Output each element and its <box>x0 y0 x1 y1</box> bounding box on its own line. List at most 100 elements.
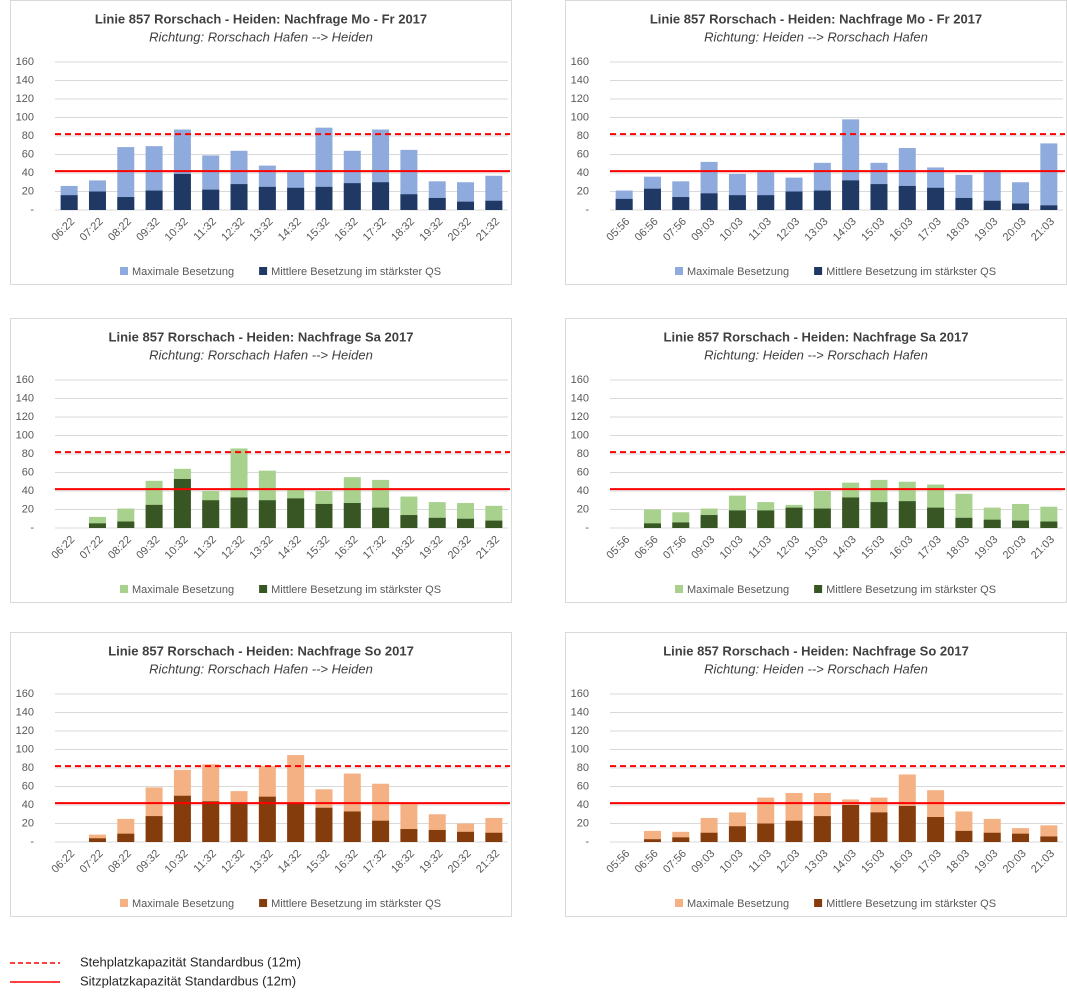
chart-title: Linie 857 Rorschach - Heiden: Nachfrage … <box>663 643 969 658</box>
x-tick-label: 06:56 <box>633 216 661 244</box>
chart-title: Linie 857 Rorschach - Heiden: Nachfrage … <box>109 329 414 344</box>
bar <box>258 500 276 528</box>
bar <box>145 504 163 528</box>
x-tick-label: 18:03 <box>944 216 972 244</box>
bar <box>870 812 888 842</box>
bar <box>258 796 276 842</box>
y-tick-label: 20 <box>22 503 34 515</box>
y-tick-label: 80 <box>22 762 34 774</box>
legend-label: Mittlere Besetzung im stärkster QS <box>826 584 996 596</box>
x-tick-label: 15:32 <box>304 216 332 244</box>
bar <box>485 200 503 210</box>
bar <box>315 503 333 528</box>
bar <box>983 200 1001 210</box>
bar <box>700 515 718 528</box>
x-tick-label: 13:03 <box>803 534 831 562</box>
chart: Linie 857 Rorschach - Heiden: Nachfrage … <box>10 0 512 285</box>
x-tick-label: 17:03 <box>916 534 944 562</box>
chart: Linie 857 Rorschach - Heiden: Nachfrage … <box>10 632 512 917</box>
bar <box>145 190 163 210</box>
x-tick-label: 21:03 <box>1029 216 1057 244</box>
y-tick-label: 160 <box>16 56 34 68</box>
bar <box>1012 203 1030 210</box>
x-tick-label: 15:03 <box>859 534 887 562</box>
y-tick-label: - <box>585 522 589 534</box>
x-tick-label: 17:03 <box>916 848 944 876</box>
bar <box>672 837 690 842</box>
bar <box>400 515 418 528</box>
x-tick-label: 05:56 <box>604 534 632 562</box>
legend-label: Mittlere Besetzung im stärkster QS <box>826 266 996 278</box>
bar <box>1040 521 1058 528</box>
x-tick-label: 15:32 <box>304 848 332 876</box>
y-tick-label: 20 <box>22 817 34 829</box>
chart-title: Linie 857 Rorschach - Heiden: Nachfrage … <box>650 11 982 26</box>
x-tick-label: 09:32 <box>134 216 162 244</box>
y-tick-label: 120 <box>16 725 34 737</box>
y-tick-label: - <box>585 836 589 848</box>
x-tick-label: 09:32 <box>134 534 162 562</box>
x-tick-label: 07:22 <box>78 848 106 876</box>
bar <box>343 811 361 842</box>
y-tick-label: 40 <box>22 485 34 497</box>
y-tick-label: 100 <box>16 111 34 123</box>
x-tick-label: 18:32 <box>389 848 417 876</box>
legend-swatch <box>259 267 268 275</box>
x-tick-label: 13:03 <box>803 216 831 244</box>
x-tick-label: 18:03 <box>944 848 972 876</box>
y-tick-label: 120 <box>571 93 589 105</box>
bar <box>927 817 945 842</box>
x-tick-label: 21:32 <box>474 216 502 244</box>
chart-title: Linie 857 Rorschach - Heiden: Nachfrage … <box>664 329 969 344</box>
chart-frame <box>10 0 512 285</box>
x-tick-label: 10:32 <box>163 848 191 876</box>
bar <box>672 831 690 842</box>
bar <box>700 193 718 210</box>
x-tick-label: 16:32 <box>333 534 361 562</box>
bar <box>88 838 106 842</box>
bar <box>372 820 390 842</box>
bar <box>813 816 831 842</box>
x-tick-label: 10:32 <box>163 534 191 562</box>
bar <box>728 510 746 528</box>
bar <box>428 829 446 842</box>
y-tick-label: 20 <box>577 817 589 829</box>
y-tick-label: 140 <box>571 392 589 404</box>
bar <box>287 187 305 210</box>
x-tick-label: 12:03 <box>774 534 802 562</box>
x-tick-label: 21:03 <box>1029 848 1057 876</box>
y-tick-label: 60 <box>22 148 34 160</box>
chart-subtitle: Richtung: Rorschach Hafen --> Heiden <box>149 661 373 676</box>
chart: Linie 857 Rorschach - Heiden: Nachfrage … <box>10 318 512 603</box>
x-tick-label: 21:32 <box>474 848 502 876</box>
y-tick-label: 160 <box>571 56 589 68</box>
bar <box>983 170 1001 210</box>
x-tick-label: 17:32 <box>361 534 389 562</box>
bar <box>757 510 775 528</box>
y-tick-label: 160 <box>571 688 589 700</box>
bar <box>898 501 916 528</box>
y-tick-label: - <box>585 204 589 216</box>
y-tick-label: 40 <box>22 799 34 811</box>
x-tick-label: 15:03 <box>859 216 887 244</box>
bar <box>813 508 831 528</box>
x-tick-label: 16:32 <box>333 216 361 244</box>
bar <box>955 197 973 210</box>
legend-swatch <box>675 585 683 593</box>
legend-swatch <box>814 267 823 275</box>
bar <box>1012 833 1030 842</box>
bar <box>258 186 276 210</box>
x-tick-label: 20:03 <box>1001 848 1029 876</box>
y-tick-label: 80 <box>22 448 34 460</box>
bar <box>230 184 248 210</box>
x-tick-label: 20:03 <box>1001 534 1029 562</box>
x-tick-label: 06:56 <box>633 848 661 876</box>
y-tick-label: 80 <box>577 762 589 774</box>
x-tick-label: 07:56 <box>661 216 689 244</box>
chart-subtitle: Richtung: Heiden --> Rorschach Hafen <box>704 661 928 676</box>
y-tick-label: 160 <box>16 688 34 700</box>
bar <box>117 147 135 210</box>
bar <box>173 173 191 210</box>
bar <box>485 520 503 528</box>
